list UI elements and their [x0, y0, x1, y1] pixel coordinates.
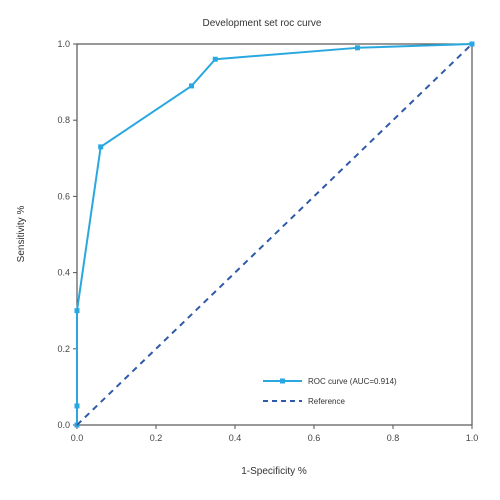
roc-data-point — [354, 45, 360, 51]
y-tick-label: 1.0 — [57, 39, 70, 49]
roc-curve-line — [76, 43, 473, 425]
roc-data-point — [74, 403, 80, 409]
roc-data-point — [469, 41, 475, 47]
x-tick-label: 0.2 — [150, 433, 163, 443]
y-tick-label: 0.8 — [57, 115, 70, 125]
roc-data-point — [212, 56, 218, 62]
roc-data-point — [189, 83, 195, 89]
legend: ROC curve (AUC=0.914) Reference — [263, 377, 397, 406]
x-tick-label: 0.4 — [229, 433, 242, 443]
x-tick-label: 0.0 — [71, 433, 84, 443]
roc-data-point — [74, 308, 80, 314]
x-axis-ticks: 0.0 0.2 0.4 0.6 0.8 1.0 — [71, 425, 479, 443]
y-axis-title: Sensitivity % — [16, 206, 27, 263]
x-tick-label: 0.6 — [308, 433, 321, 443]
chart-title: Development set roc curve — [203, 18, 322, 29]
y-tick-label: 0.6 — [57, 191, 70, 201]
y-tick-label: 0.4 — [57, 268, 70, 278]
y-axis-ticks: 0.0 0.2 0.4 0.6 0.8 1.0 — [57, 39, 77, 430]
reference-line — [76, 43, 473, 426]
plot-frame — [76, 43, 473, 426]
legend-label-roc: ROC curve (AUC=0.914) — [308, 377, 397, 386]
y-tick-label: 0.2 — [57, 344, 70, 354]
legend-label-reference: Reference — [308, 397, 345, 406]
roc-data-point — [98, 144, 104, 150]
x-tick-label: 0.8 — [387, 433, 400, 443]
x-axis-title: 1-Specificity % — [241, 466, 307, 477]
x-tick-label: 1.0 — [466, 433, 479, 443]
series-layer — [74, 41, 475, 428]
legend-marker-roc — [280, 378, 285, 384]
y-tick-label: 0.0 — [57, 420, 70, 430]
